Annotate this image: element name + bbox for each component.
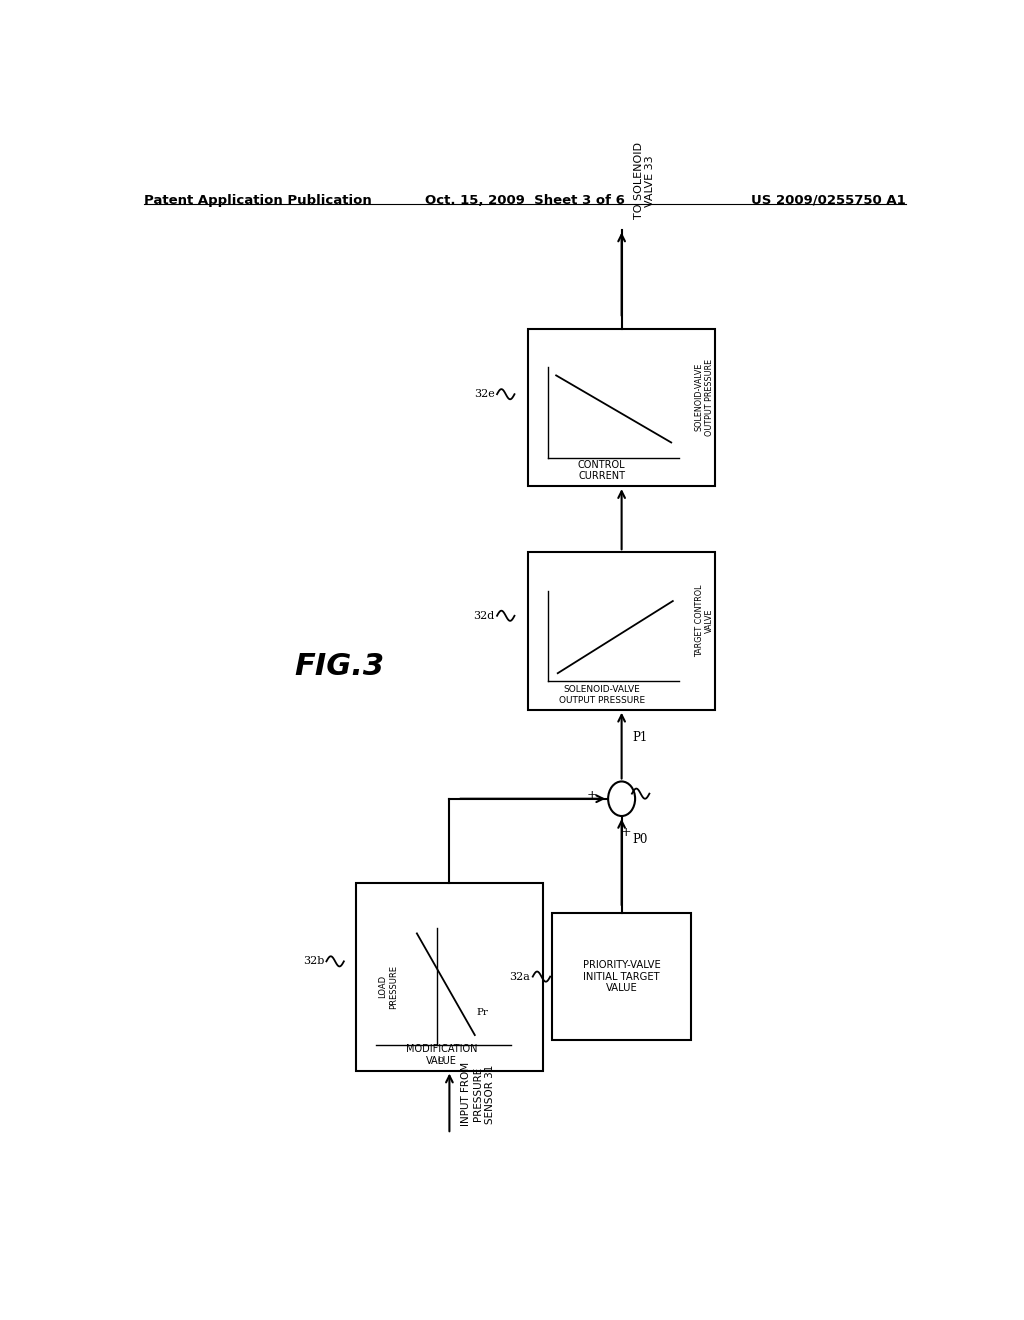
Text: 32d: 32d: [473, 611, 495, 620]
Text: 32a: 32a: [510, 972, 530, 982]
Text: INPUT FROM
PRESSURE
SENSOR 31: INPUT FROM PRESSURE SENSOR 31: [462, 1061, 495, 1126]
Text: SOLENOID-VALVE
OUTPUT PRESSURE: SOLENOID-VALVE OUTPUT PRESSURE: [695, 359, 715, 436]
Text: +: +: [622, 826, 632, 838]
Text: FIG.3: FIG.3: [295, 652, 385, 681]
Bar: [528, 329, 715, 486]
Text: 32c: 32c: [609, 788, 630, 799]
Text: MODIFICATION
VALUE: MODIFICATION VALUE: [406, 1044, 477, 1065]
Text: Oct. 15, 2009  Sheet 3 of 6: Oct. 15, 2009 Sheet 3 of 6: [425, 194, 625, 207]
Text: LOAD
PRESSURE: LOAD PRESSURE: [379, 965, 397, 1008]
Text: Pr: Pr: [476, 1008, 488, 1018]
Circle shape: [608, 781, 635, 816]
Text: PRIORITY-VALVE
INITIAL TARGET
VALUE: PRIORITY-VALVE INITIAL TARGET VALUE: [583, 960, 660, 993]
Text: CONTROL
CURRENT: CONTROL CURRENT: [578, 459, 626, 480]
Bar: [356, 883, 543, 1071]
Text: US 2009/0255750 A1: US 2009/0255750 A1: [751, 194, 905, 207]
Text: +: +: [587, 789, 598, 803]
Text: 32e: 32e: [474, 389, 495, 399]
Bar: [552, 913, 691, 1040]
Text: o: o: [437, 1056, 443, 1064]
Text: P1: P1: [632, 731, 647, 744]
Text: 32b: 32b: [303, 957, 324, 966]
Text: TARGET CONTROL
VALVE: TARGET CONTROL VALVE: [695, 585, 715, 657]
Text: Patent Application Publication: Patent Application Publication: [143, 194, 372, 207]
Text: TO SOLENOID
VALVE 33: TO SOLENOID VALVE 33: [634, 143, 655, 219]
Text: SOLENOID-VALVE
OUTPUT PRESSURE: SOLENOID-VALVE OUTPUT PRESSURE: [559, 685, 645, 705]
Text: P0: P0: [632, 833, 647, 846]
Bar: [528, 552, 715, 710]
